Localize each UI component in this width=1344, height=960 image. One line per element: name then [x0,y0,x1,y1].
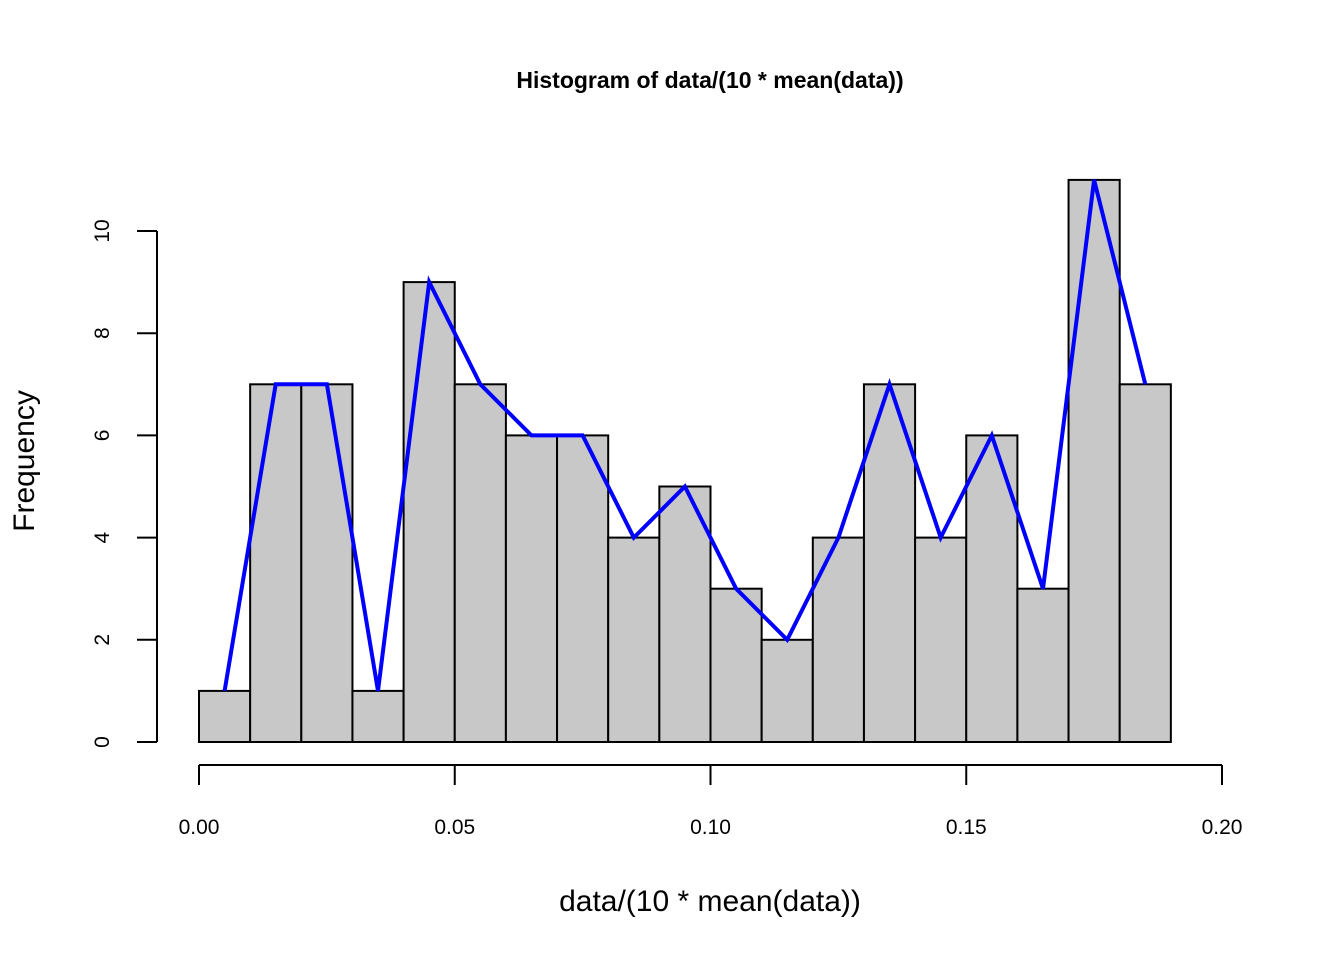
y-tick-label: 2 [91,634,114,646]
x-tick-label: 0.05 [434,816,475,839]
histogram-bar [811,536,865,743]
histogram-bar [402,281,456,743]
histogram-bar [504,434,559,743]
histogram-bar [1067,178,1121,743]
y-tick-label: 8 [91,327,114,339]
histogram-bar [351,689,405,744]
x-axis-label: data/(10 * mean(data)) [559,885,861,918]
x-tick-label: 0.00 [179,816,220,839]
bars-group [198,178,1172,744]
y-tick-label: 4 [91,531,114,543]
y-axis-label: Frequency [8,390,41,532]
x-tick-label: 0.10 [690,816,731,839]
histogram-bar [862,383,917,743]
x-tick-label: 0.20 [1202,816,1243,839]
histogram-bar [709,587,763,744]
histogram-bar [249,383,303,743]
y-axis: 0 2 4 6 8 10 [91,219,158,748]
histogram-bar [198,689,252,744]
frequency-polygon-line [222,179,1148,692]
x-tick-label: 0.15 [946,816,987,839]
histogram-bar [1016,587,1070,744]
y-tick-label: 6 [91,430,114,442]
histogram-bar [965,434,1019,743]
histogram-bar [658,485,712,743]
histogram-bar [914,536,968,743]
histogram-bar [760,638,814,743]
histogram-bar [453,383,507,743]
histogram-bar [300,383,354,743]
histogram-bar [607,536,661,743]
chart-title: Histogram of data/(10 * mean(data)) [516,67,903,93]
y-tick-label: 0 [91,736,114,748]
histogram-bar [1118,383,1172,743]
y-tick-label: 10 [91,219,114,242]
x-axis: 0.00 0.05 0.10 0.15 0.20 [179,764,1243,839]
histogram-bar [556,434,610,743]
